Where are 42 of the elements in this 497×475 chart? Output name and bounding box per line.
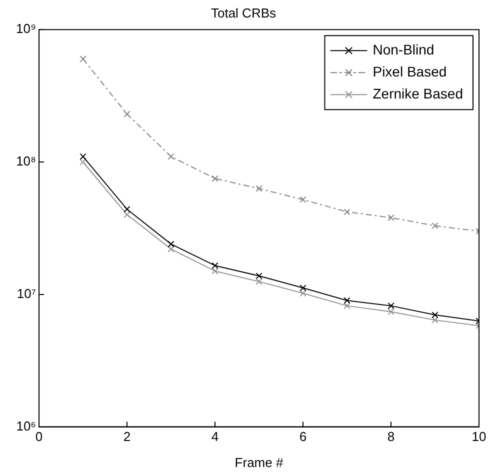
- y-tick-label: 10⁸: [16, 154, 36, 169]
- point: [80, 158, 86, 166]
- point: [300, 196, 306, 203]
- x-tick-label: 8: [387, 429, 395, 444]
- y-tick-label: 10⁹: [16, 21, 36, 36]
- legend-label: Non-Blind: [372, 41, 434, 58]
- point: [432, 222, 438, 230]
- x-axis-title: Frame #: [234, 454, 284, 470]
- y-tick-label: 10⁶: [16, 418, 36, 434]
- point: [124, 110, 130, 118]
- point: [124, 211, 130, 218]
- x-tick-label: 2: [123, 429, 131, 444]
- point: [300, 284, 306, 292]
- point: [212, 268, 218, 274]
- point: [124, 206, 130, 213]
- point: [80, 56, 86, 62]
- point: [256, 185, 262, 192]
- x-tick-label: 10: [472, 429, 486, 444]
- point: [388, 214, 394, 221]
- point: [432, 316, 438, 324]
- chart-title: Total CRBs: [210, 5, 277, 20]
- y-tick-label: 10⁷: [16, 286, 36, 301]
- point: [432, 312, 438, 318]
- point: [344, 302, 350, 310]
- point: [212, 262, 218, 269]
- point: [212, 175, 218, 182]
- point: [256, 278, 262, 285]
- point: [256, 272, 262, 280]
- point: [388, 302, 394, 310]
- point: [300, 290, 306, 297]
- point: [80, 153, 86, 160]
- x-tick-label: 4: [211, 429, 219, 444]
- point: [168, 246, 174, 252]
- legend-label: Zernike Based: [372, 85, 464, 102]
- point: [388, 308, 394, 316]
- legend-label: Pixel Based: [372, 63, 447, 80]
- point: [344, 297, 350, 304]
- point: [168, 153, 174, 160]
- x-tick-label: 0: [35, 429, 43, 444]
- x-tick-label: 6: [299, 429, 307, 444]
- point: [168, 240, 174, 248]
- point: [344, 208, 350, 216]
